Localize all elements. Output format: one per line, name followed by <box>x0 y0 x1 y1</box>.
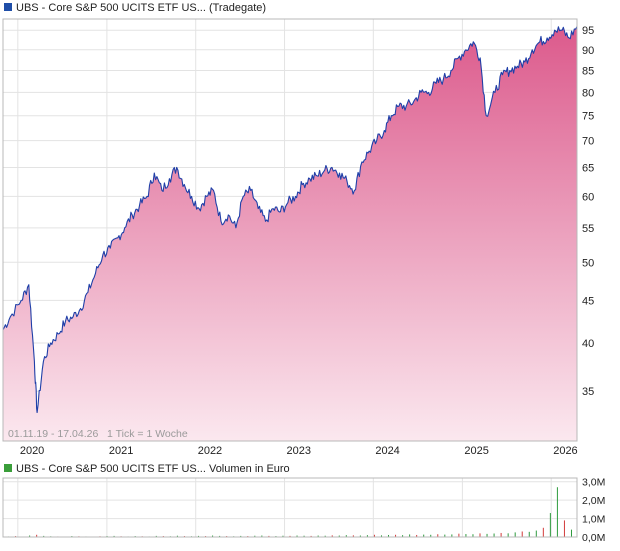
x-tick-label: 2024 <box>375 445 399 457</box>
x-tick-label: 2020 <box>20 445 44 457</box>
price-y-axis: 35 40 45 50 55 60 65 70 75 80 85 90 95 <box>582 25 594 398</box>
price-y-tick-label: 80 <box>582 87 594 99</box>
x-tick-label: 2023 <box>287 445 311 457</box>
price-x-axis: 2020 2021 2022 2023 2024 2025 2026 <box>20 445 578 457</box>
volume-bars <box>8 487 572 537</box>
price-y-tick-label: 90 <box>582 45 594 57</box>
volume-y-axis: 0,0M 1,0M 2,0M 3,0M <box>582 477 605 544</box>
price-y-tick-label: 60 <box>582 191 594 203</box>
volume-grid <box>3 478 577 538</box>
volume-frame <box>2 477 578 538</box>
volume-y-tick-label: 1,0M <box>582 514 605 526</box>
price-area <box>3 26 577 441</box>
price-line <box>3 26 577 414</box>
price-legend-marker <box>4 3 12 11</box>
price-y-tick-label: 70 <box>582 136 594 148</box>
price-y-tick-label: 40 <box>582 338 594 350</box>
price-y-tick-label: 55 <box>582 223 594 235</box>
price-legend-text: UBS - Core S&P 500 UCITS ETF US... (Trad… <box>16 2 266 14</box>
volume-y-tick-label: 0,0M <box>582 532 605 544</box>
period-info-text: 01.11.19 - 17.04.26 1 Tick = 1 Woche <box>8 428 188 440</box>
price-y-tick-label: 85 <box>582 65 594 77</box>
volume-legend-marker <box>4 464 12 472</box>
price-y-tick-label: 95 <box>582 25 594 37</box>
x-tick-label: 2026 <box>553 445 577 457</box>
volume-legend-text: UBS - Core S&P 500 UCITS ETF US... Volum… <box>16 463 290 475</box>
price-y-tick-label: 65 <box>582 162 594 174</box>
volume-y-tick-label: 2,0M <box>582 495 605 507</box>
x-tick-label: 2025 <box>464 445 488 457</box>
volume-y-tick-label: 3,0M <box>582 477 605 489</box>
price-y-tick-label: 50 <box>582 257 594 269</box>
price-frame <box>2 18 578 442</box>
x-tick-label: 2021 <box>109 445 133 457</box>
price-y-tick-label: 45 <box>582 295 594 307</box>
x-tick-label: 2022 <box>198 445 222 457</box>
price-area-group <box>3 26 577 441</box>
price-y-tick-label: 35 <box>582 386 594 398</box>
price-y-tick-label: 75 <box>582 111 594 123</box>
